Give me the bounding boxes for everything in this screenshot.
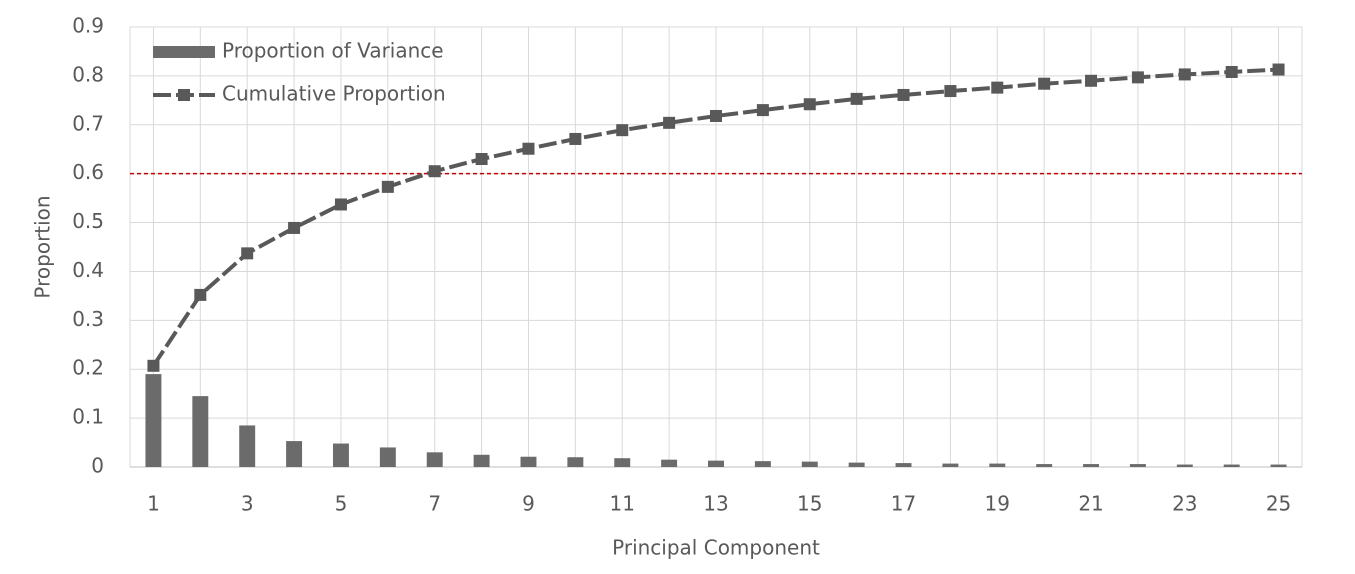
bar [942,463,959,467]
line-marker [1272,63,1285,76]
x-tick-label: 19 [985,492,1010,516]
bar [520,456,537,467]
line-marker [944,85,957,98]
line-marker [241,247,254,260]
bar [1129,464,1146,467]
bar [614,458,631,467]
bar [1036,464,1053,467]
line-marker [1085,74,1098,87]
legend-label: Cumulative Proportion [222,82,446,106]
bar [1223,464,1240,467]
x-tick-label: 13 [703,492,728,516]
y-tick-label: 0.6 [72,160,104,184]
x-axis-title: Principal Component [612,536,820,560]
line-marker [897,88,910,101]
x-tick-label: 17 [891,492,916,516]
bar [848,462,865,467]
y-tick-label: 0.9 [72,14,104,38]
bar [567,457,584,467]
bar [239,425,256,467]
line-marker [194,288,207,301]
line-marker [428,165,441,178]
y-tick-label: 0.4 [72,258,104,282]
line-marker [1038,77,1051,90]
legend-item: Cumulative Proportion [153,82,446,106]
bar [1176,464,1193,467]
bar [145,374,162,467]
x-tick-label: 9 [522,492,535,516]
line-marker [288,221,301,234]
line-marker [147,359,160,372]
line-marker [569,132,582,145]
bar [473,454,490,467]
bar [1083,464,1100,467]
y-tick-label: 0.3 [72,307,104,331]
line-marker [710,109,722,122]
line-marker [381,180,394,193]
bar [426,452,443,467]
line-marker [756,104,769,117]
legend-item: Proportion of Variance [153,39,444,63]
line-marker [991,81,1004,94]
bar [379,447,396,467]
line-marker [803,98,816,111]
y-tick-label: 0 [91,454,104,478]
bar [286,441,303,467]
x-tick-label: 11 [610,492,635,516]
bar [895,463,912,467]
y-tick-label: 0.2 [72,356,104,380]
x-tick-label: 1 [147,492,160,516]
line-marker [1131,71,1144,84]
bar [708,460,724,467]
line-marker [475,153,488,165]
line-marker [616,124,629,137]
line-marker [1178,68,1191,81]
bar [661,459,678,467]
x-tick-label: 3 [241,492,254,516]
bar [1270,464,1287,467]
bar [989,463,1006,467]
legend-label: Proportion of Variance [222,39,444,63]
x-tick-label: 23 [1172,492,1197,516]
y-tick-label: 0.1 [72,405,104,429]
x-tick-label: 7 [428,492,441,516]
line-marker [522,142,535,155]
x-tick-label: 21 [1078,492,1103,516]
line-marker [1225,65,1238,78]
bar [801,461,818,467]
bar [332,443,349,467]
y-tick-label: 0.8 [72,62,104,86]
line-marker [334,198,347,211]
y-tick-label: 0.7 [72,111,104,135]
legend-swatch [153,46,215,58]
bar [192,396,209,467]
x-tick-label: 15 [797,492,822,516]
y-tick-label: 0.5 [72,209,104,233]
line-marker [850,92,863,105]
bar [754,461,771,467]
x-tick-label: 5 [335,492,348,516]
x-tick-label: 25 [1266,492,1291,516]
line-marker [663,116,676,129]
y-axis-title: Proportion [31,195,55,298]
legend-marker [178,89,190,101]
